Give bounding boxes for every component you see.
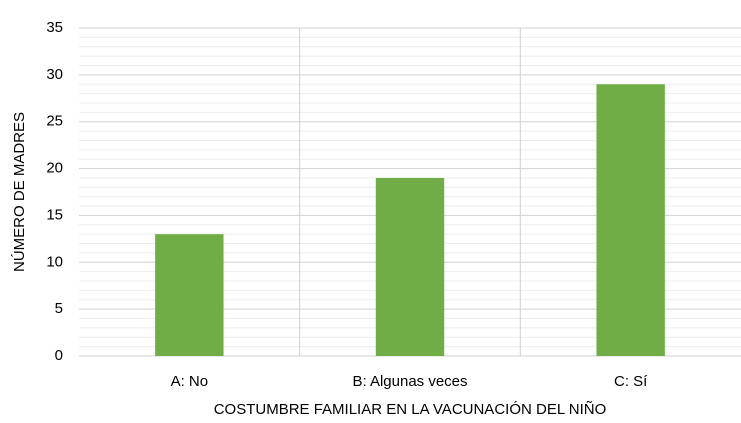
- x-axis-label: COSTUMBRE FAMILIAR EN LA VACUNACIÓN DEL …: [214, 401, 607, 418]
- y-tick-label: 15: [46, 206, 63, 223]
- x-tick-label: A: No: [171, 373, 209, 390]
- y-axis-label: NÚMERO DE MADRES: [11, 112, 28, 272]
- y-tick-label: 10: [46, 253, 63, 270]
- bar: [375, 177, 445, 356]
- y-tick-label: 30: [46, 66, 63, 83]
- x-tick-label: B: Algunas veces: [352, 373, 467, 390]
- y-tick-label: 20: [46, 160, 63, 177]
- bar: [155, 234, 224, 356]
- x-tick-label: C: Sí: [614, 373, 648, 390]
- bar: [596, 84, 665, 356]
- y-tick-label: 5: [55, 300, 63, 317]
- y-tick-label: 25: [46, 113, 63, 130]
- y-tick-label: 0: [55, 347, 63, 364]
- y-tick-label: 35: [46, 19, 63, 36]
